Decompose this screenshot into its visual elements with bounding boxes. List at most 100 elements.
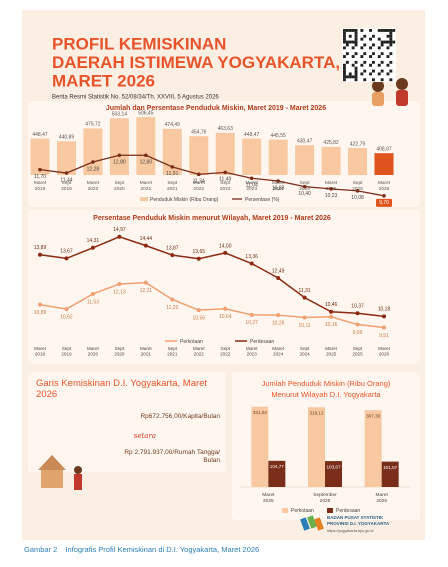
point-label: 14,00: [219, 243, 232, 249]
point-label: 12,28: [87, 166, 100, 172]
qr-cell: [389, 78, 393, 82]
x-tick-label: Maret 2023: [246, 180, 259, 192]
qr-cell: [372, 78, 375, 82]
caption-text: Infografis Profil Kemiskinan di D.I. Yog…: [65, 545, 260, 554]
qr-cell: [383, 40, 387, 44]
x-tick-label: Maret 2026: [378, 180, 391, 192]
point-label: 11,70: [34, 174, 46, 180]
qr-cell: [354, 72, 358, 76]
label-box: [376, 198, 392, 207]
qr-cell: [386, 46, 390, 50]
x-tick-label: Sept 2024: [299, 180, 310, 192]
point: [196, 256, 201, 261]
qr-cell: [372, 43, 375, 47]
point: [302, 315, 307, 320]
point: [276, 179, 280, 183]
bar: [109, 118, 129, 175]
bar: [268, 460, 286, 487]
x-tick-label: September 2025: [313, 492, 337, 504]
legend-label: Persentase (%): [245, 197, 280, 203]
qr-cell: [354, 31, 358, 35]
qr-cell: [380, 60, 384, 64]
qr-cell: [389, 31, 393, 35]
point-label: 10,11: [299, 323, 311, 329]
point-label: 10,26: [272, 320, 285, 326]
panel: [28, 210, 420, 364]
point: [170, 165, 175, 169]
point: [64, 307, 69, 312]
people-illustration: [372, 78, 408, 106]
qr-cell: [354, 75, 358, 79]
qr-cell: [389, 60, 393, 64]
bar: [268, 139, 288, 175]
poverty-line-household: Rp 2.791.937,00/Rumah Tangga/ Bulan: [124, 449, 220, 464]
bar-label: 425,82: [323, 140, 339, 146]
legend-label: Perdesaan: [336, 508, 360, 514]
bar: [162, 128, 182, 175]
point: [329, 187, 333, 191]
qr-cell: [377, 46, 381, 50]
qr-cell: [389, 52, 393, 56]
qr-cell: [380, 43, 384, 47]
point-label: 10,46: [325, 302, 338, 308]
org-name: PROVINSI D.I. YOGYAKARTA: [327, 521, 390, 526]
qr-cell: [377, 37, 381, 41]
point: [249, 312, 254, 317]
bps-logo: [300, 515, 324, 531]
bar: [30, 138, 50, 175]
bar-label: 448,47: [32, 132, 48, 138]
point-label: 13,65: [193, 249, 206, 255]
qr-cell: [348, 72, 352, 76]
x-tick-label: Maret 2022: [193, 346, 205, 357]
point-label: 10,23: [325, 193, 338, 199]
qr-cell: [389, 43, 393, 47]
qr-cell: [392, 29, 396, 32]
x-tick-label: Sept 2019: [61, 180, 72, 192]
qr-cell: [354, 78, 358, 82]
point: [64, 171, 69, 175]
point-label: 10,16: [325, 322, 338, 328]
point-label: 12,49: [272, 268, 285, 274]
qr-cell: [363, 69, 367, 73]
qr-cell: [377, 63, 381, 67]
title: MARET 2026: [52, 71, 155, 90]
qr-cell: [343, 72, 346, 76]
qr-cell: [351, 40, 355, 44]
point-label: 12,21: [140, 288, 153, 294]
x-tick-label: Sept 2020: [114, 180, 125, 192]
qr-cell: [354, 52, 358, 56]
qr-cell: [372, 34, 375, 38]
qr-cell: [369, 46, 372, 50]
qr-cell: [343, 34, 346, 38]
point-label: 14,44: [140, 236, 153, 242]
url: https://yogyakarta.bps.go.id: [327, 529, 373, 533]
point: [196, 308, 201, 313]
point: [355, 189, 360, 193]
qr-cell: [354, 60, 358, 64]
point: [276, 313, 281, 318]
legend-label: Penduduk Miskin (Ribu Orang): [150, 197, 219, 203]
point: [170, 253, 175, 258]
point: [38, 302, 42, 307]
x-tick-label: Maret 2021: [140, 346, 152, 357]
x-tick-label: Maret 2021: [140, 180, 153, 192]
bar-label: 103,67: [326, 464, 340, 469]
bar: [364, 410, 382, 487]
qr-cell: [348, 75, 352, 79]
poverty-line-title: Garis Kemiskinan D.I. Yogyakarta, Maret …: [36, 378, 208, 400]
point-label: 14,97: [113, 227, 126, 233]
x-tick-label: Sept 2024: [299, 346, 310, 357]
point-label: 13,36: [245, 254, 258, 260]
qr-cell: [354, 43, 358, 47]
bar: [251, 406, 269, 487]
qr-cell: [360, 55, 364, 58]
point: [170, 297, 175, 302]
point-label: 12,80: [113, 160, 126, 166]
qr-cell: [363, 43, 367, 47]
point: [249, 176, 254, 181]
qr-cell: [380, 40, 384, 44]
qr-cell: [386, 63, 390, 67]
point: [223, 170, 228, 175]
